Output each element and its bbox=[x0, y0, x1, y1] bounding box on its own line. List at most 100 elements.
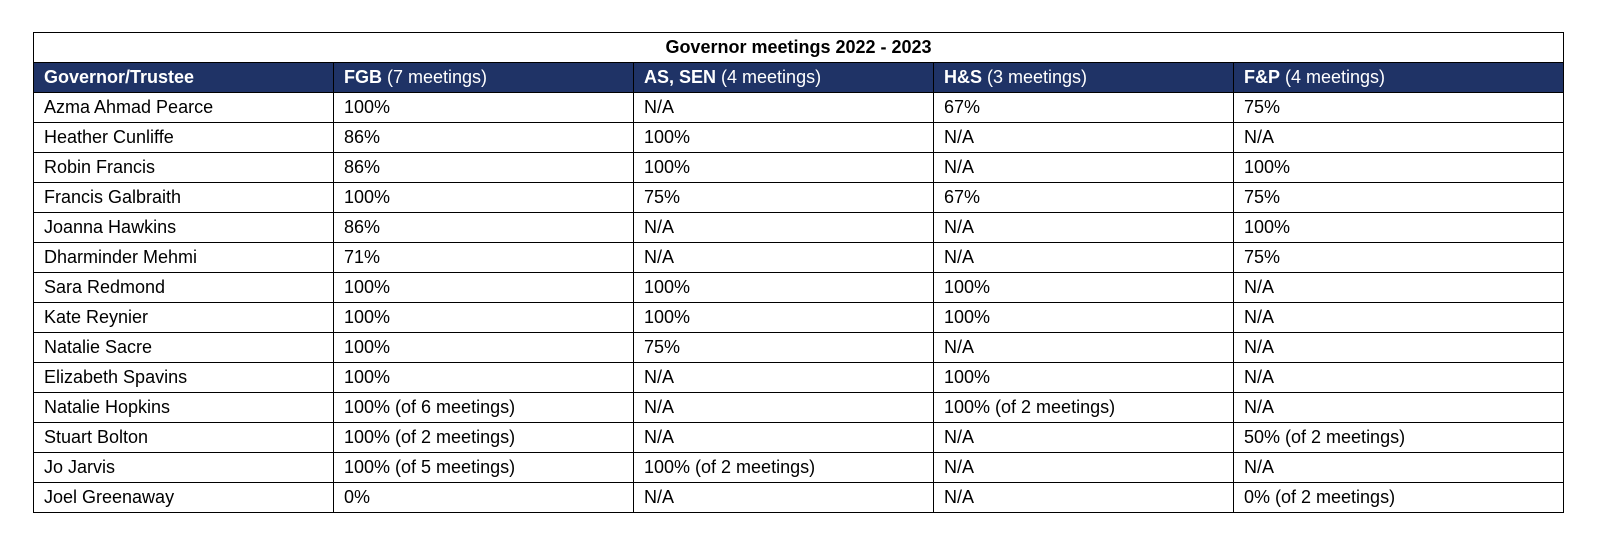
governor-name-cell: Natalie Hopkins bbox=[33, 392, 334, 423]
hs-attendance-cell: 100% (of 2 meetings) bbox=[933, 392, 1234, 423]
table-row: Natalie Sacre 100% 75% N/A N/A bbox=[33, 332, 1565, 363]
fp-attendance-cell: 75% bbox=[1232, 92, 1565, 123]
governor-name-cell: Stuart Bolton bbox=[33, 422, 334, 453]
fp-attendance-cell: N/A bbox=[1232, 272, 1565, 303]
fp-attendance-cell: N/A bbox=[1232, 452, 1565, 483]
fp-attendance-cell: 0% (of 2 meetings) bbox=[1232, 482, 1565, 513]
header-rest: (4 meetings) bbox=[716, 67, 822, 87]
table-title: Governor meetings 2022 - 2023 bbox=[32, 32, 1565, 63]
fgb-attendance-cell: 71% bbox=[333, 242, 634, 273]
attendance-table: Governor meetings 2022 - 2023 Governor/T… bbox=[32, 32, 1565, 513]
as-sen-attendance-cell: 100% bbox=[633, 272, 934, 303]
table-row: Natalie Hopkins 100% (of 6 meetings) N/A 10… bbox=[33, 392, 1565, 423]
governor-name-cell: Natalie Sacre bbox=[33, 332, 334, 363]
header-rest: (3 meetings) bbox=[982, 67, 1088, 87]
fgb-attendance-cell: 86% bbox=[333, 152, 634, 183]
fp-attendance-cell: N/A bbox=[1232, 302, 1565, 333]
fgb-attendance-cell: 86% bbox=[333, 212, 634, 243]
as-sen-attendance-cell: 75% bbox=[633, 182, 934, 213]
fgb-attendance-cell: 100% bbox=[333, 182, 634, 213]
fgb-attendance-cell: 0% bbox=[333, 482, 634, 513]
fp-attendance-cell: N/A bbox=[1232, 332, 1565, 363]
as-sen-attendance-cell: N/A bbox=[633, 242, 934, 273]
fgb-attendance-cell: 100% bbox=[333, 302, 634, 333]
hs-attendance-cell: N/A bbox=[933, 152, 1234, 183]
table-row: Sara Redmond 100% 100% 100% N/A bbox=[33, 272, 1565, 303]
header-cell-hs: H&S (3 meetings) bbox=[933, 62, 1234, 93]
table-row: Jo Jarvis 100% (of 5 meetings) 100% (of 2 … bbox=[33, 452, 1565, 483]
hs-attendance-cell: 100% bbox=[933, 302, 1234, 333]
governor-name-cell: Joel Greenaway bbox=[33, 482, 334, 513]
header-cell-as-sen: AS, SEN (4 meetings) bbox=[633, 62, 934, 93]
governor-name-cell: Jo Jarvis bbox=[33, 452, 334, 483]
hs-attendance-cell: 100% bbox=[933, 362, 1234, 393]
table-row: Francis Galbraith 100% 75% 67% 75% bbox=[33, 182, 1565, 213]
fgb-attendance-cell: 100% (of 5 meetings) bbox=[333, 452, 634, 483]
as-sen-attendance-cell: N/A bbox=[633, 422, 934, 453]
header-rest: (7 meetings) bbox=[382, 67, 488, 87]
title-row: Governor meetings 2022 - 2023 bbox=[32, 32, 1565, 63]
fgb-attendance-cell: 100% bbox=[333, 332, 634, 363]
governor-name-cell: Robin Francis bbox=[33, 152, 334, 183]
fp-attendance-cell: 100% bbox=[1232, 152, 1565, 183]
fp-attendance-cell: N/A bbox=[1232, 392, 1565, 423]
fgb-attendance-cell: 100% (of 2 meetings) bbox=[333, 422, 634, 453]
header-bold: FGB bbox=[344, 67, 382, 87]
as-sen-attendance-cell: 75% bbox=[633, 332, 934, 363]
header-cell-fp: F&P (4 meetings) bbox=[1232, 62, 1565, 93]
table-row: Dharminder Mehmi 71% N/A N/A 75% bbox=[33, 242, 1565, 273]
fgb-attendance-cell: 100% bbox=[333, 362, 634, 393]
header-bold: AS, SEN bbox=[644, 67, 717, 87]
fp-attendance-cell: N/A bbox=[1232, 362, 1565, 393]
hs-attendance-cell: 67% bbox=[933, 182, 1234, 213]
hs-attendance-cell: N/A bbox=[933, 422, 1234, 453]
table-row: Elizabeth Spavins 100% N/A 100% N/A bbox=[33, 362, 1565, 393]
header-row: Governor/Trustee FGB (7 meetings) AS, SE… bbox=[33, 62, 1565, 93]
fp-attendance-cell: 75% bbox=[1232, 242, 1565, 273]
hs-attendance-cell: N/A bbox=[933, 482, 1234, 513]
governor-name-cell: Heather Cunliffe bbox=[33, 122, 334, 153]
as-sen-attendance-cell: 100% bbox=[633, 122, 934, 153]
as-sen-attendance-cell: 100% (of 2 meetings) bbox=[633, 452, 934, 483]
as-sen-attendance-cell: N/A bbox=[633, 482, 934, 513]
fgb-attendance-cell: 100% bbox=[333, 92, 634, 123]
table-row: Robin Francis 86% 100% N/A 100% bbox=[33, 152, 1565, 183]
header-bold: F&P bbox=[1244, 67, 1280, 87]
table-body: Azma Ahmad Pearce 100% N/A 67% 75% Heather Cu… bbox=[33, 92, 1565, 513]
table-row: Heather Cunliffe 86% 100% N/A N/A bbox=[33, 122, 1565, 153]
fp-attendance-cell: 100% bbox=[1232, 212, 1565, 243]
header-cell-fgb: FGB (7 meetings) bbox=[333, 62, 634, 93]
table-row: Stuart Bolton 100% (of 2 meetings) N/A N/A 5… bbox=[33, 422, 1565, 453]
table-row: Joel Greenaway 0% N/A N/A 0% (of 2 meetings) bbox=[33, 482, 1565, 513]
header-cell-governor: Governor/Trustee bbox=[33, 62, 334, 93]
header-bold: Governor/Trustee bbox=[44, 67, 195, 87]
hs-attendance-cell: N/A bbox=[933, 332, 1234, 363]
as-sen-attendance-cell: N/A bbox=[633, 212, 934, 243]
header-bold: H&S bbox=[944, 67, 983, 87]
governor-name-cell: Francis Galbraith bbox=[33, 182, 334, 213]
hs-attendance-cell: N/A bbox=[933, 212, 1234, 243]
fp-attendance-cell: 50% (of 2 meetings) bbox=[1232, 422, 1565, 453]
fp-attendance-cell: N/A bbox=[1232, 122, 1565, 153]
as-sen-attendance-cell: N/A bbox=[633, 392, 934, 423]
fgb-attendance-cell: 100% bbox=[333, 272, 634, 303]
table-row: Kate Reynier 100% 100% 100% N/A bbox=[33, 302, 1565, 333]
hs-attendance-cell: 67% bbox=[933, 92, 1234, 123]
governor-name-cell: Joanna Hawkins bbox=[33, 212, 334, 243]
as-sen-attendance-cell: N/A bbox=[633, 362, 934, 393]
governor-name-cell: Kate Reynier bbox=[33, 302, 334, 333]
governor-name-cell: Elizabeth Spavins bbox=[33, 362, 334, 393]
as-sen-attendance-cell: 100% bbox=[633, 302, 934, 333]
hs-attendance-cell: N/A bbox=[933, 452, 1234, 483]
fp-attendance-cell: 75% bbox=[1232, 182, 1565, 213]
fgb-attendance-cell: 100% (of 6 meetings) bbox=[333, 392, 634, 423]
hs-attendance-cell: N/A bbox=[933, 122, 1234, 153]
governor-name-cell: Azma Ahmad Pearce bbox=[33, 92, 334, 123]
table-row: Joanna Hawkins 86% N/A N/A 100% bbox=[33, 212, 1565, 243]
governor-name-cell: Dharminder Mehmi bbox=[33, 242, 334, 273]
as-sen-attendance-cell: 100% bbox=[633, 152, 934, 183]
hs-attendance-cell: 100% bbox=[933, 272, 1234, 303]
hs-attendance-cell: N/A bbox=[933, 242, 1234, 273]
as-sen-attendance-cell: N/A bbox=[633, 92, 934, 123]
governor-name-cell: Sara Redmond bbox=[33, 272, 334, 303]
